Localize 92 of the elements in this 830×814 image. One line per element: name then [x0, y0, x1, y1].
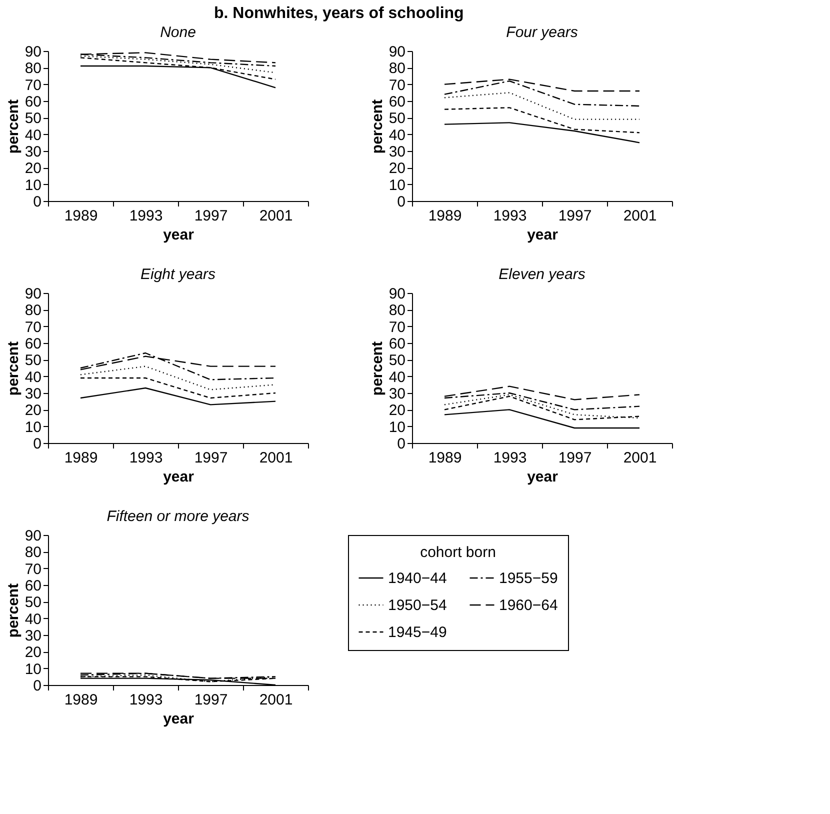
y-tick-label: 40	[24, 610, 42, 628]
x-tick-label: 1989	[428, 450, 462, 466]
y-tick-label: 50	[24, 352, 42, 370]
legend-label: 1960−64	[499, 597, 558, 614]
y-tick-label: 80	[24, 60, 42, 78]
chart-subtitle: Four years	[506, 24, 578, 41]
y-tick-label: 70	[388, 76, 406, 94]
y-tick-label: 90	[24, 286, 42, 302]
x-tick-label: 1993	[129, 450, 163, 466]
y-tick-label: 10	[24, 660, 42, 678]
x-axis-title: year	[163, 468, 194, 486]
x-tick-label: 1997	[194, 450, 228, 466]
y-tick-label: 70	[388, 318, 406, 336]
y-tick-label: 60	[24, 94, 42, 110]
x-axis-title: year	[527, 468, 558, 486]
y-tick-label: 10	[24, 176, 42, 194]
y-tick-label: 40	[24, 126, 42, 144]
chart-subtitle: None	[160, 24, 196, 41]
legend-label: 1955−59	[499, 570, 558, 587]
y-tick-label: 90	[24, 44, 42, 60]
y-tick-label: 60	[388, 94, 406, 110]
x-tick-label: 1993	[493, 450, 527, 466]
y-axis-title: percent	[368, 99, 386, 154]
y-tick-label: 70	[24, 560, 42, 578]
y-tick-label: 90	[24, 528, 42, 544]
y-tick-label: 50	[388, 352, 406, 370]
y-tick-label: 50	[24, 594, 42, 612]
y-tick-label: 60	[24, 336, 42, 352]
y-tick-label: 90	[388, 44, 406, 60]
y-tick-label: 30	[24, 144, 42, 160]
y-tick-label: 30	[388, 386, 406, 402]
y-tick-label: 90	[388, 286, 406, 302]
legend-title: cohort born	[420, 544, 496, 561]
x-tick-label: 1997	[558, 208, 592, 224]
y-tick-label: 60	[388, 336, 406, 352]
y-tick-label: 30	[388, 144, 406, 160]
chart-subtitle: Fifteen or more years	[106, 508, 250, 525]
x-tick-label: 2001	[259, 692, 293, 708]
y-tick-label: 0	[33, 194, 42, 210]
chart-title: b. Nonwhites, years of schooling	[214, 5, 464, 22]
y-tick-label: 80	[388, 302, 406, 320]
y-tick-label: 20	[24, 402, 42, 420]
x-tick-label: 1989	[64, 208, 98, 224]
x-tick-label: 2001	[623, 208, 657, 224]
y-tick-label: 70	[24, 76, 42, 94]
y-tick-label: 20	[388, 160, 406, 178]
y-tick-label: 60	[24, 578, 42, 594]
y-tick-label: 80	[24, 544, 42, 562]
x-tick-label: 1997	[194, 692, 228, 708]
y-tick-label: 50	[388, 110, 406, 128]
chart-subtitle: Eleven years	[498, 266, 586, 283]
legend-label: 1945−49	[388, 624, 447, 641]
x-tick-label: 1997	[558, 450, 592, 466]
x-tick-label: 1993	[129, 692, 163, 708]
y-tick-label: 0	[33, 436, 42, 452]
y-axis-title: percent	[4, 99, 22, 154]
y-tick-label: 20	[388, 402, 406, 420]
y-axis-title: percent	[4, 583, 22, 638]
y-tick-label: 10	[388, 418, 406, 436]
y-tick-label: 20	[24, 160, 42, 178]
y-axis-title: percent	[368, 341, 386, 396]
x-tick-label: 2001	[259, 450, 293, 466]
y-tick-label: 30	[24, 386, 42, 402]
y-tick-label: 0	[397, 436, 406, 452]
legend-label: 1950−54	[388, 597, 447, 614]
y-tick-label: 0	[33, 678, 42, 694]
y-axis-title: percent	[4, 341, 22, 396]
x-tick-label: 1989	[428, 208, 462, 224]
y-tick-label: 80	[24, 302, 42, 320]
x-tick-label: 1989	[64, 450, 98, 466]
y-tick-label: 30	[24, 628, 42, 644]
y-tick-label: 20	[24, 644, 42, 662]
y-tick-label: 50	[24, 110, 42, 128]
y-tick-label: 10	[388, 176, 406, 194]
y-tick-label: 10	[24, 418, 42, 436]
chart-subtitle: Eight years	[140, 266, 216, 283]
x-axis-title: year	[163, 226, 194, 244]
x-tick-label: 1989	[64, 692, 98, 708]
x-tick-label: 2001	[259, 208, 293, 224]
x-tick-label: 1997	[194, 208, 228, 224]
x-tick-label: 1993	[129, 208, 163, 224]
x-axis-title: year	[527, 226, 558, 244]
y-tick-label: 40	[24, 368, 42, 386]
y-tick-label: 0	[397, 194, 406, 210]
x-tick-label: 1993	[493, 208, 527, 224]
y-tick-label: 80	[388, 60, 406, 78]
x-tick-label: 2001	[623, 450, 657, 466]
legend-label: 1940−44	[388, 570, 447, 587]
y-tick-label: 40	[388, 126, 406, 144]
x-axis-title: year	[163, 710, 194, 728]
y-tick-label: 40	[388, 368, 406, 386]
y-tick-label: 70	[24, 318, 42, 336]
